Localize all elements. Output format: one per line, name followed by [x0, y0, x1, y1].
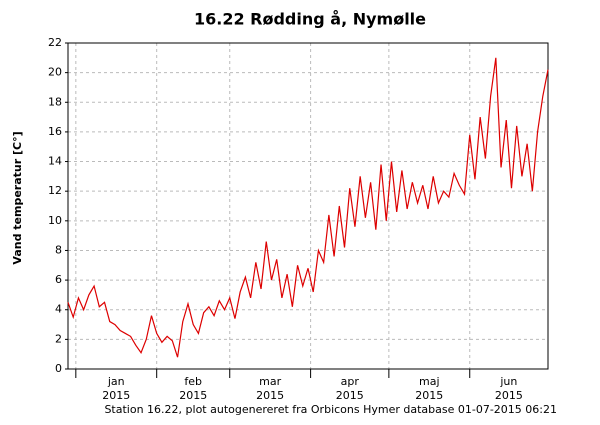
x-year-label: 2015: [415, 389, 443, 402]
x-month-label: jun: [499, 375, 517, 388]
y-tick-label: 14: [48, 155, 62, 168]
x-month-label: feb: [184, 375, 202, 388]
y-tick-label: 10: [48, 214, 62, 227]
chart-title: 16.22 Rødding å, Nymølle: [194, 10, 426, 29]
y-tick-label: 16: [48, 125, 62, 138]
y-tick-label: 18: [48, 95, 62, 108]
y-axis-label: Vand temperatur [C°]: [11, 131, 24, 264]
x-year-label: 2015: [102, 389, 130, 402]
x-year-label: 2015: [495, 389, 523, 402]
y-tick-label: 4: [55, 303, 62, 316]
y-tick-label: 0: [55, 362, 62, 375]
x-year-label: 2015: [256, 389, 284, 402]
data-line: [67, 57, 549, 358]
x-month-label: maj: [419, 375, 440, 388]
y-tick-label: 12: [48, 184, 62, 197]
x-month-label: mar: [259, 375, 281, 388]
plot-frame: [67, 42, 549, 370]
y-tick-label: 22: [48, 36, 62, 49]
y-tick-label: 6: [55, 273, 62, 286]
footer: Station 16.22, plot autogenereret fra Or…: [104, 403, 557, 416]
y-tick-label: 20: [48, 66, 62, 79]
y-tick-label: 8: [55, 243, 62, 256]
x-year-label: 2015: [336, 389, 364, 402]
x-month-label: apr: [341, 375, 360, 388]
y-tick-label: 2: [55, 332, 62, 345]
x-year-label: 2015: [179, 389, 207, 402]
x-month-label: jan: [107, 375, 125, 388]
